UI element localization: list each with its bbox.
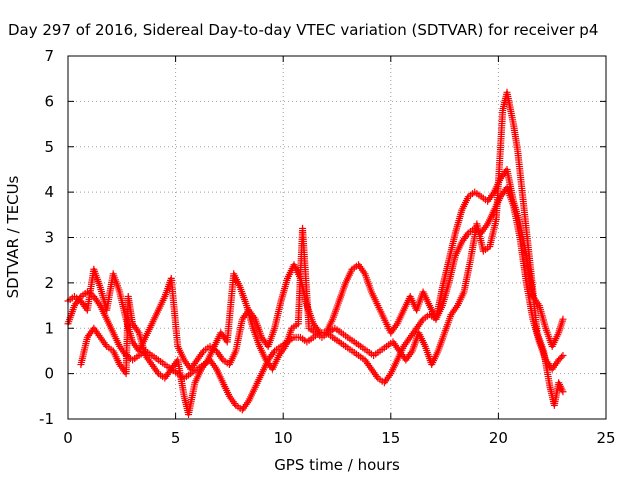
x-tick-labels: 0 5 10 15 20 25 <box>63 429 615 447</box>
x-tick-label: 10 <box>274 429 293 447</box>
y-tick-label: 6 <box>44 92 54 110</box>
trace-marker <box>558 353 566 361</box>
x-tick-label: 0 <box>63 429 73 447</box>
y-tick-label: -1 <box>39 410 54 428</box>
chart-title: Day 297 of 2016, Sidereal Day-to-day VTE… <box>8 21 598 39</box>
y-tick-label: 5 <box>44 138 54 156</box>
y-tick-label: 4 <box>44 183 54 201</box>
data-points <box>64 88 567 418</box>
y-tick-label: 3 <box>44 229 54 247</box>
y-tick-label: 7 <box>44 47 54 65</box>
x-tick-label: 5 <box>171 429 181 447</box>
x-tick-label: 20 <box>489 429 508 447</box>
y-axis-label: SDTVAR / TECUs <box>4 175 22 298</box>
plot-frame <box>67 55 607 420</box>
x-axis-label: GPS time / hours <box>274 456 400 474</box>
y-tick-labels: -1 0 1 2 3 4 5 6 7 <box>39 47 54 428</box>
x-tick-label: 25 <box>596 429 615 447</box>
data-point <box>559 315 567 323</box>
y-tick-label: 0 <box>44 365 54 383</box>
y-tick-label: 2 <box>44 274 54 292</box>
y-tick-label: 1 <box>44 319 54 337</box>
x-tick-label: 15 <box>381 429 400 447</box>
data-point <box>559 388 567 396</box>
data-point <box>559 351 567 359</box>
